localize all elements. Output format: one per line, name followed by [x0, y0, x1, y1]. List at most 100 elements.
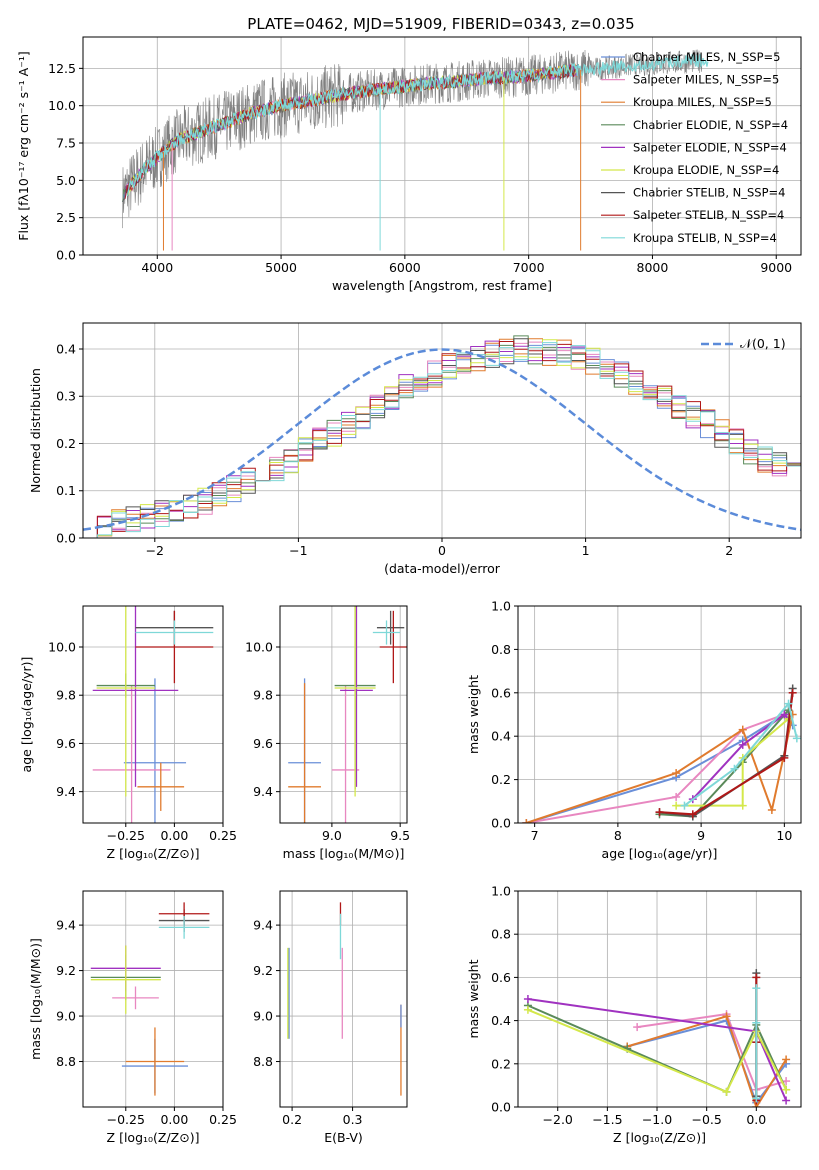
x-tick-label: 8000	[637, 260, 669, 275]
plot-area	[288, 606, 407, 823]
spectrum-panel: 4000 5000 6000 7000 8000 9000 0.0 2.5 5.0 7.5 10.0…	[16, 36, 802, 293]
grid	[280, 606, 407, 823]
weight-line	[527, 1008, 787, 1094]
plot-area	[523, 969, 791, 1107]
y-tick-label: 9.4	[253, 784, 273, 799]
plot-area	[522, 684, 801, 823]
weight-line	[659, 692, 794, 816]
weight-marker	[523, 1005, 532, 1014]
weight-marker	[672, 801, 681, 810]
legend-label: Kroupa STELIB, N_SSP=4	[633, 231, 777, 245]
y-tick-label: 0.2	[491, 1056, 511, 1071]
x-tick-label: 9.5	[390, 828, 410, 843]
weight-marker	[752, 1018, 761, 1027]
weight-line	[692, 713, 790, 800]
weight-line	[683, 701, 798, 807]
weight-marker	[782, 1055, 791, 1064]
y-axis-label: mass weight	[466, 675, 481, 754]
weight-marker	[782, 1077, 791, 1086]
weight-line	[526, 713, 794, 823]
grid	[518, 890, 801, 1108]
x-tick-label: 9000	[760, 260, 792, 275]
y-tick-label: 8.8	[253, 1054, 273, 1069]
y-tick-label: 0.6	[491, 970, 511, 985]
z-mass-panel: −0.25 0.00 0.25 8.8 9.0 9.2 9.4 Z [log₁₀(Z/Z⊙)]…	[28, 890, 237, 1145]
x-tick-label: 0.00	[160, 1112, 188, 1127]
x-tick-label: 8	[614, 828, 622, 843]
x-tick-label: 4000	[141, 260, 173, 275]
grid	[518, 605, 801, 824]
weight-marker	[738, 740, 747, 749]
y-tick-label: 10.0	[245, 639, 273, 654]
weight-marker	[767, 805, 776, 814]
weight-marker	[730, 764, 739, 773]
y-tick-label: 10.0	[48, 639, 76, 654]
histogram-salpeter-stelib	[83, 341, 801, 538]
weight-marker	[523, 995, 532, 1003]
y-tick-label: 8.8	[56, 1054, 76, 1069]
x-axis-label: Z [log₁₀(Z/Z⊙)]	[107, 1130, 200, 1145]
y-tick-label: 0.0	[491, 1100, 511, 1115]
x-tick-label: −0.25	[107, 828, 145, 843]
weight-marker	[722, 1087, 731, 1096]
y-axis-label: mass weight	[466, 959, 481, 1038]
y-tick-label: 0.4	[56, 341, 76, 356]
weight-marker	[633, 1023, 642, 1032]
mass-age-errorbar	[334, 606, 376, 797]
x-tick-label: 0.25	[209, 1112, 237, 1127]
normal-curve	[83, 348, 801, 531]
grid	[83, 606, 224, 823]
weight-marker	[782, 1096, 791, 1105]
histogram-kroupa-miles	[83, 338, 801, 538]
axes-frame	[82, 890, 224, 1108]
weight-marker	[752, 973, 761, 982]
x-tick-label: 0	[438, 543, 446, 558]
y-tick-label: 9.6	[56, 736, 76, 751]
x-tick-label: 5000	[265, 260, 297, 275]
x-tick-label: 6000	[389, 260, 421, 275]
z-age-errorbar	[123, 678, 187, 823]
data-spectrum	[122, 49, 703, 229]
weight-marker	[782, 1085, 791, 1094]
weight-line	[526, 709, 790, 823]
mass-age-errorbar	[288, 683, 321, 823]
plot-area	[90, 902, 210, 1096]
y-tick-label: 9.4	[56, 784, 76, 799]
y-tick-label: 2.5	[56, 210, 76, 225]
legend-label: Chabrier STELIB, N_SSP=4	[633, 186, 785, 200]
y-tick-label: 0.8	[491, 927, 511, 942]
y-axis-label: Normed distribution	[28, 368, 43, 493]
z-age-errorbar	[92, 685, 171, 823]
legend-label: Salpeter MILES, N_SSP=5	[633, 73, 779, 87]
y-tick-label: 0.2	[491, 772, 511, 787]
y-tick-label: 9.8	[56, 688, 76, 703]
y-axis-label: Flux [fλ10⁻¹⁷ erg cm⁻² s⁻¹ A⁻¹]	[16, 51, 31, 240]
y-tick-label: 9.0	[253, 1009, 273, 1024]
y-tick-label: 12.5	[48, 61, 76, 76]
x-tick-label: 9	[697, 828, 705, 843]
age-weight-panel: 7 8 9 10 0.0 0.2 0.4 0.6 0.8 1.0 age [log₁₀(age/yr…	[466, 599, 802, 861]
axes-frame	[279, 605, 408, 824]
mass-age-errorbar	[340, 606, 373, 787]
x-tick-label: −2.0	[543, 1112, 573, 1127]
legend-label: Chabrier MILES, N_SSP=5	[633, 50, 780, 64]
z-mass-errorbar	[90, 945, 161, 1014]
legend-label: Kroupa MILES, N_SSP=5	[633, 95, 772, 109]
z-age-errorbar	[137, 762, 185, 811]
y-tick-label: 0.8	[491, 642, 511, 657]
z-age-errorbar	[135, 620, 214, 645]
legend-label: Kroupa ELODIE, N_SSP=4	[633, 163, 779, 177]
y-tick-label: 9.4	[56, 918, 76, 933]
plot-area	[83, 335, 801, 538]
x-tick-label: 10	[776, 828, 792, 843]
grid	[280, 891, 407, 1107]
histogram-salpeter-miles	[83, 341, 801, 538]
weight-marker	[655, 808, 664, 817]
x-tick-label: −2	[146, 543, 164, 558]
axes-frame	[82, 36, 802, 256]
weight-marker	[522, 819, 531, 823]
x-tick-label: 0.0	[746, 1112, 766, 1127]
z-mass-errorbar	[112, 986, 159, 1010]
y-axis-label: age [log₁₀(age/yr)]	[19, 657, 34, 773]
mass-age-errorbar	[372, 620, 401, 645]
